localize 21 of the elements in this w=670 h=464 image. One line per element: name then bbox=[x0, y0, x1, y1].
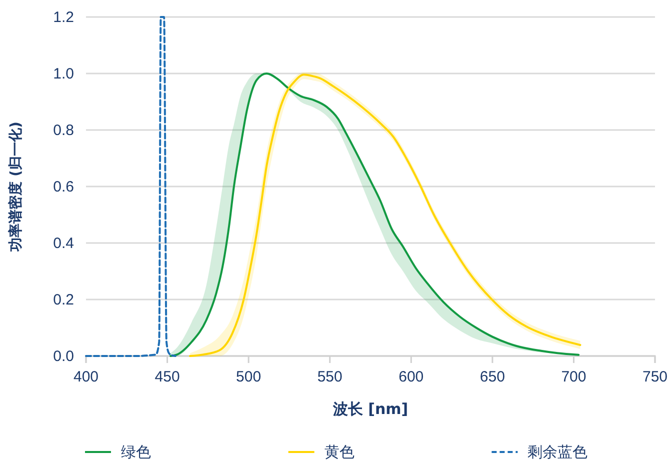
x-tick-label: 550 bbox=[317, 368, 342, 386]
y-tick-label: 0.8 bbox=[53, 122, 74, 139]
x-tick-label: 650 bbox=[480, 368, 505, 386]
x-tick-label: 500 bbox=[236, 368, 262, 386]
x-tick-label: 700 bbox=[561, 368, 586, 386]
x-tick-label: 400 bbox=[73, 368, 99, 386]
line-series bbox=[85, 16, 176, 357]
x-tick-label: 450 bbox=[154, 368, 180, 386]
y-axis-title: 功率谱密度 (归一化) bbox=[7, 122, 24, 252]
x-tick-label: 750 bbox=[642, 368, 668, 386]
y-tick-label: 0.0 bbox=[53, 348, 74, 365]
y-tick-label: 1.2 bbox=[53, 8, 74, 26]
legend-label: 绿色 bbox=[121, 443, 151, 461]
y-tick-label: 0.2 bbox=[53, 291, 74, 308]
y-tick-label: 0.6 bbox=[53, 178, 74, 196]
x-tick-label: 600 bbox=[398, 368, 424, 386]
legend-label: 剩余蓝色 bbox=[528, 443, 588, 461]
y-tick-label: 0.4 bbox=[53, 234, 74, 252]
y-tick-label: 1.0 bbox=[53, 65, 74, 82]
legend-label: 黄色 bbox=[324, 443, 354, 461]
x-axis-title: 波长 [nm] bbox=[332, 400, 408, 418]
